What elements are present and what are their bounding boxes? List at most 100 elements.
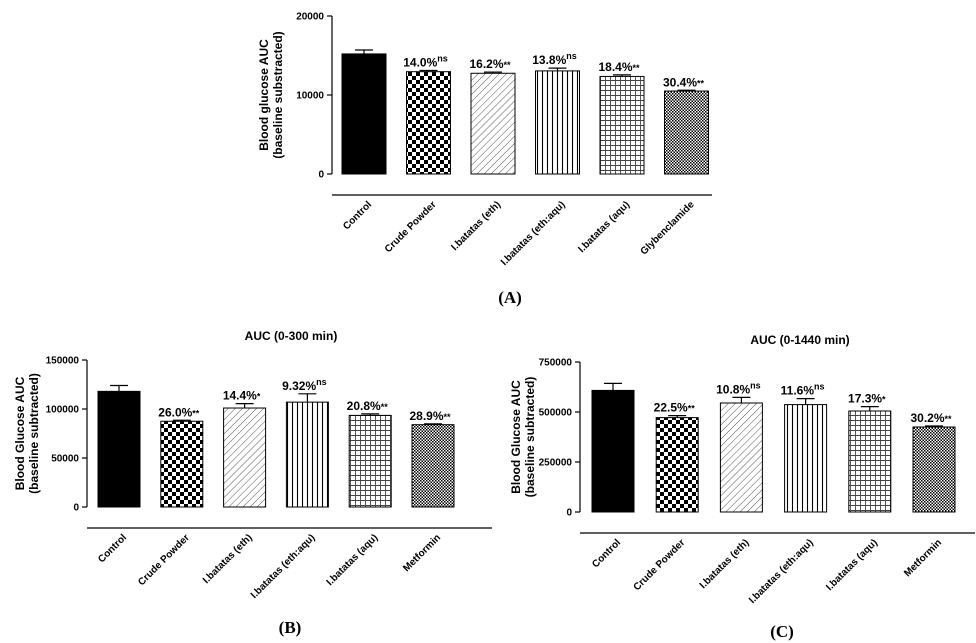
bar-2	[719, 402, 763, 513]
percent-label: 10.8%ns	[716, 380, 761, 396]
y-tick-label: 20000	[296, 12, 324, 23]
bar-0	[591, 389, 635, 513]
y-tick-label: 500000	[539, 408, 573, 419]
significance-marker: ns	[814, 382, 825, 392]
category-label: I.batatas (eth:aqu)	[249, 532, 318, 601]
panel-b-bars: Control 26.0%** Crude Powder 14.4%* I.batata…	[96, 377, 455, 601]
panel-c-title: AUC (0-1440 min)	[750, 333, 849, 347]
category-label: Crude Powder	[632, 537, 688, 593]
percent-label: 14.0%ns	[403, 54, 448, 70]
significance-marker: *	[257, 392, 261, 402]
bar-5	[912, 426, 956, 513]
significance-marker: **	[444, 412, 452, 422]
percent-label: 14.4%*	[223, 389, 261, 403]
percent-label: 11.6%ns	[781, 382, 825, 398]
category-label: I.batatas (eth:aqu)	[747, 537, 816, 606]
percent-label: 17.3%*	[848, 392, 886, 406]
significance-marker: **	[633, 63, 641, 73]
percent-label: 18.4%**	[598, 60, 640, 74]
y-tick-label: 0	[318, 170, 324, 181]
percent-label: 30.4%**	[663, 75, 705, 89]
category-label: Glybenclamide	[639, 199, 697, 257]
y-axis-label-line2: (baseline subtracted)	[523, 377, 537, 498]
significance-marker: **	[697, 78, 705, 88]
y-tick-label: 250000	[539, 458, 573, 469]
category-label: I.batatas (eth:aqu)	[499, 199, 568, 268]
panel-a-y-axis-label: Blood glucose AUC (baseline substracted)	[257, 31, 285, 158]
bar-3	[285, 401, 329, 508]
y-tick-label: 100000	[46, 405, 80, 416]
panel-a: Blood glucose AUC (baseline substracted)…	[257, 12, 712, 307]
bar-4	[599, 75, 645, 175]
percent-label: 13.8%ns	[532, 51, 577, 67]
bar-3	[535, 70, 580, 175]
percent-label: 22.5%**	[654, 401, 696, 415]
category-label: I.batatas (aqu)	[576, 199, 632, 255]
bar-0	[341, 53, 387, 175]
panel-b: Blood Glucose AUC (baseline subtracted) …	[13, 329, 492, 637]
y-tick-label: 10000	[296, 91, 324, 102]
y-tick-label: 150000	[46, 356, 80, 367]
category-label: Metformin	[401, 532, 443, 574]
bar-0	[97, 390, 141, 508]
category-label: I.batatas (aqu)	[325, 532, 381, 588]
category-label: I.batatas (eth)	[201, 532, 255, 586]
significance-marker: *	[882, 395, 886, 405]
y-axis-label-line1: Blood Glucose AUC	[509, 380, 523, 494]
category-label: Control	[341, 199, 374, 232]
panel-a-axes: 0 10000 20000	[296, 12, 712, 196]
percent-label: 26.0%**	[158, 405, 200, 419]
y-axis-label-line2: (baseline subtracted)	[27, 373, 41, 494]
category-label: Crude Powder	[383, 199, 439, 255]
percent-label: 20.8%**	[347, 399, 389, 413]
percent-label: 9.32%ns	[282, 377, 327, 393]
panel-a-label: (A)	[498, 288, 522, 307]
panel-a-bars: Control 14.0%ns Crude Powder 16.2%** I.batat…	[341, 49, 709, 268]
panel-c-label: (C)	[770, 622, 794, 641]
significance-marker: **	[688, 404, 696, 414]
significance-marker: ns	[316, 377, 327, 387]
bar-5	[411, 424, 455, 508]
bar-2	[470, 72, 516, 175]
y-axis-label-line1: Blood Glucose AUC	[13, 376, 27, 490]
category-label: I.batatas (aqu)	[824, 537, 880, 593]
y-axis-label-line2: (baseline substracted)	[271, 31, 285, 158]
significance-marker: **	[504, 60, 512, 70]
panel-c-bars: Control 22.5%** Crude Powder 10.8%ns I.batat…	[590, 380, 956, 606]
bar-1	[406, 71, 451, 175]
panel-b-title: AUC (0-300 min)	[245, 329, 338, 343]
bar-2	[223, 407, 267, 508]
category-label: Control	[96, 532, 129, 565]
significance-marker: **	[192, 408, 200, 418]
significance-marker: ns	[437, 54, 448, 64]
panel-b-axes: 0 50000 100000 150000	[46, 356, 492, 529]
significance-marker: **	[381, 402, 389, 412]
bar-4	[348, 414, 392, 508]
y-tick-label: 750000	[539, 358, 573, 369]
panel-c-y-axis-label: Blood Glucose AUC (baseline subtracted)	[509, 377, 537, 498]
percent-label: 28.9%**	[409, 409, 451, 423]
panel-c-axes: 0 250000 500000 750000	[539, 358, 975, 534]
y-tick-label: 0	[566, 508, 572, 519]
significance-marker: ns	[566, 51, 577, 61]
bar-1	[160, 420, 204, 508]
significance-marker: ns	[750, 380, 761, 390]
panel-c: Blood Glucose AUC (baseline subtracted) …	[509, 333, 975, 641]
category-label: I.batatas (eth)	[698, 537, 752, 591]
significance-marker: **	[945, 414, 953, 424]
bar-4	[848, 410, 892, 513]
y-tick-label: 50000	[51, 454, 79, 465]
y-axis-label-line1: Blood glucose AUC	[257, 39, 271, 151]
category-label: Crude Powder	[136, 532, 192, 588]
y-tick-label: 0	[73, 503, 79, 514]
bar-3	[784, 404, 828, 513]
panel-b-y-axis-label: Blood Glucose AUC (baseline subtracted)	[13, 373, 41, 494]
bar-1	[655, 417, 699, 513]
panel-b-label: (B)	[279, 618, 302, 637]
bar-5	[664, 90, 709, 175]
percent-label: 30.2%**	[910, 411, 952, 425]
percent-label: 16.2%**	[469, 57, 511, 71]
category-label: Metformin	[902, 537, 944, 579]
category-label: I.batatas (eth)	[449, 199, 503, 253]
